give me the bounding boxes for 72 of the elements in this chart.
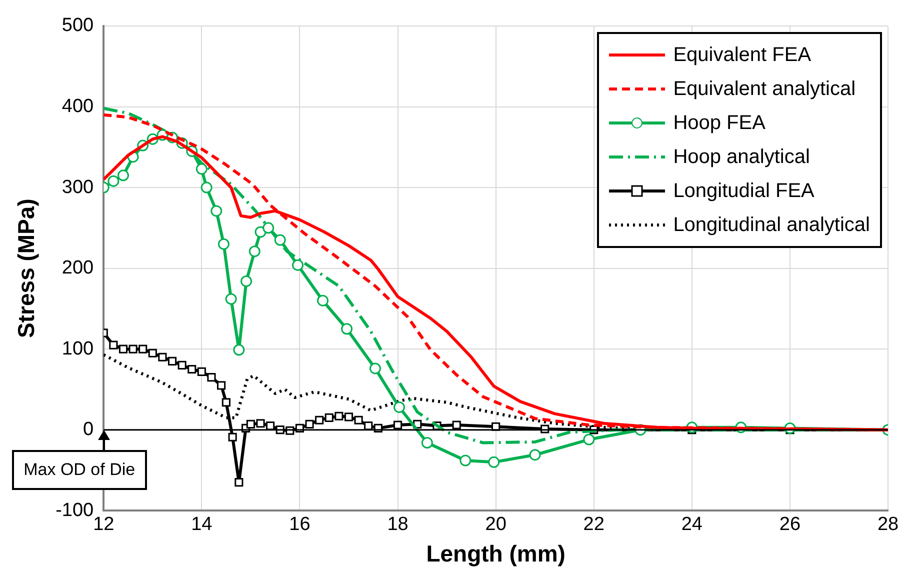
point (315, 416, 324, 424)
legend-label: Longitudial FEA (673, 180, 814, 202)
x-tick-label: 22 (583, 514, 604, 536)
point (583, 434, 595, 446)
point (210, 205, 222, 217)
point (228, 432, 237, 442)
legend-label: Equivalent FEA (673, 44, 812, 66)
x-tick-label: 28 (877, 514, 899, 536)
x-tick-label: 18 (387, 514, 408, 536)
point (128, 344, 138, 354)
x-tick-label: 12 (93, 514, 114, 536)
point (246, 420, 255, 428)
point (317, 294, 329, 306)
legend-label: Equivalent analytical (673, 78, 856, 100)
point (292, 259, 304, 271)
point (207, 373, 216, 382)
point (222, 398, 230, 407)
point (421, 437, 433, 449)
point (341, 323, 353, 335)
x-tick-label: 16 (289, 514, 310, 536)
point (393, 420, 402, 430)
point (178, 360, 186, 370)
legend-label: Hoop analytical (673, 146, 810, 168)
x-axis-title: Length (mm) (426, 540, 566, 567)
x-tick-label: 24 (681, 514, 703, 536)
point (218, 238, 230, 250)
point (200, 182, 212, 194)
point (324, 413, 334, 422)
point (168, 356, 177, 366)
y-tick-label: 100 (62, 338, 94, 360)
legend-label: Longitudinal analytical (673, 214, 870, 236)
point (262, 222, 274, 234)
point (108, 175, 120, 187)
y-tick-label: -100 (56, 500, 94, 521)
y-tick-label: 300 (62, 176, 94, 198)
point (256, 419, 265, 428)
point (452, 420, 461, 430)
point (344, 412, 354, 422)
point (158, 352, 167, 362)
point (354, 416, 363, 424)
point (148, 348, 157, 358)
point (240, 275, 252, 287)
point (217, 381, 226, 390)
x-tick-label: 14 (191, 514, 213, 536)
point (305, 420, 314, 428)
y-tick-label: 500 (62, 15, 94, 36)
point (225, 293, 237, 305)
point (460, 454, 472, 466)
point (393, 401, 405, 413)
annotation: Max OD of Die (12, 450, 148, 490)
point (138, 344, 148, 354)
point (188, 364, 196, 374)
point (233, 344, 245, 356)
x-tick-label: 20 (485, 514, 506, 536)
point (109, 340, 118, 350)
point (197, 367, 206, 376)
point (118, 344, 128, 354)
point (529, 449, 541, 461)
legend-label: Hoop FEA (673, 112, 766, 134)
y-tick-label: 400 (62, 96, 94, 117)
point (196, 163, 208, 175)
point (248, 246, 260, 258)
point (488, 456, 500, 468)
y-tick-label: 200 (62, 258, 94, 279)
point (117, 170, 129, 182)
y-axis-title: Stress (MPa) (13, 198, 40, 338)
y-tick-label: 0 (83, 419, 94, 440)
x-tick-label: 26 (779, 514, 801, 536)
point (334, 412, 344, 420)
point (369, 362, 381, 374)
point (234, 478, 244, 487)
point (274, 234, 286, 246)
